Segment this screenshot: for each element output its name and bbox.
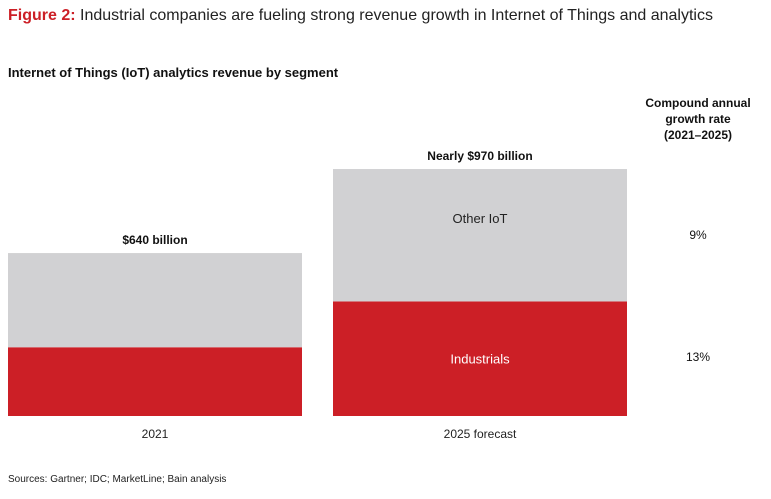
bar-segment-industrials-2025 (333, 301, 627, 416)
x-tick-label-2025: 2025 forecast (444, 427, 517, 441)
source-note: Sources: Gartner; IDC; MarketLine; Bain … (8, 474, 227, 485)
bar-segment-industrials-2021 (8, 347, 302, 416)
cagr-header: Compound annual growth rate (2021–2025) (636, 95, 760, 143)
cagr-header-line1: Compound annual (645, 96, 751, 110)
segment-label-other-iot: Other IoT (453, 211, 508, 226)
bar-segment-other-iot-2025 (333, 169, 627, 302)
chart-title: Internet of Things (IoT) analytics reven… (8, 65, 339, 80)
figure-title: Figure 2: Industrial companies are fueli… (8, 6, 768, 26)
segment-label-industrials: Industrials (450, 352, 510, 367)
bar-segment-other-iot-2021 (8, 253, 302, 348)
figure-title-text: Industrial companies are fueling strong … (80, 7, 713, 24)
cagr-value-other-iot: 9% (689, 228, 707, 242)
total-label-2025: Nearly $970 billion (427, 149, 532, 163)
cagr-header-line2: growth rate (665, 112, 731, 126)
figure-label: Figure 2: (8, 7, 76, 24)
total-label-2021: $640 billion (122, 233, 187, 247)
cagr-value-industrials: 13% (685, 350, 711, 364)
cagr-header-line3: (2021–2025) (663, 128, 733, 142)
x-tick-label-2021: 2021 (142, 427, 169, 441)
